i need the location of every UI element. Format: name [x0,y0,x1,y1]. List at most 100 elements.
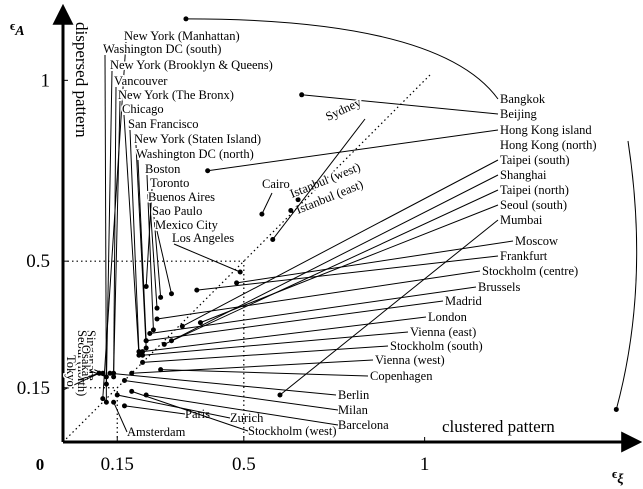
point-label: New York (Brooklyn & Queens) [110,58,273,72]
y-annotation: dispersed pattern [72,22,91,138]
point [158,294,164,300]
point-label: Shanghai [500,168,547,182]
leader-line [104,54,107,403]
point [103,381,109,387]
leader-line [272,118,366,240]
leader-line [137,159,147,341]
point [143,345,149,351]
point [140,359,146,365]
point [140,349,146,355]
leader-line [113,100,121,374]
point [197,320,203,326]
point [111,399,117,405]
point-label: Bangkok [500,92,546,106]
point-label: Singapore [84,330,98,381]
leader-line [156,270,481,320]
point [158,367,164,373]
leader-line [160,369,369,377]
point [295,197,301,203]
y-tick-label: 0.15 [17,378,50,399]
point [136,352,142,358]
point-label: Stockholm (west) [248,424,337,438]
x-axis-label: ϵξ [612,467,624,487]
leader-line [173,243,241,273]
leader-line [109,372,337,396]
point [237,269,243,275]
point-label: Brussels [478,280,521,294]
leader-line [117,394,231,419]
leader-line [171,174,499,342]
point [107,370,113,376]
point-label: Milan [338,403,369,417]
point-label: Washington DC (north) [136,147,254,161]
point-label: Sao Paulo [152,204,202,218]
point [205,168,211,174]
point [150,327,156,333]
point-label: New York (The Bronx) [118,88,234,102]
point [288,208,294,214]
leader-line [146,174,154,330]
point [270,236,276,242]
point [121,378,127,384]
point-label: New York (Staten Island) [134,132,261,146]
y-tick-label: 0.5 [26,251,50,272]
leader-line [145,188,153,287]
point-label: Boston [145,162,181,176]
point-label: London [428,310,468,324]
point [154,305,160,311]
point [194,287,200,293]
x-tick-label: 0.5 [232,454,256,475]
point-label: Madrid [445,294,483,308]
point-label: Osaka [79,345,93,377]
point-label: Seoul (south) [500,198,567,212]
point [143,283,149,289]
point-label: Mumbai [500,213,543,227]
point-label: Amsterdam [127,425,186,439]
point [143,338,149,344]
leader-line [182,159,499,327]
point-label: Cairo [262,177,290,191]
point [114,392,120,398]
point [299,92,305,98]
point [168,291,174,297]
leader-line [164,189,499,345]
point-label: San Francisco [128,117,198,131]
point [121,403,127,409]
point [154,316,160,322]
point-label: Los Angeles [172,231,234,245]
leader-line [615,140,638,410]
point [100,370,106,376]
point-label: Mexico City [155,218,219,232]
point-label: Washington DC (south) [103,42,221,56]
leader-line [113,402,128,433]
point-label: Zurich [230,411,264,425]
point-label: Taipei (north) [500,183,569,197]
point [277,392,283,398]
point [161,341,167,347]
leader-line [62,372,100,391]
point-label: Buenos Aires [148,190,215,204]
leader-line [142,331,409,356]
leader-line [146,300,444,342]
leader-line [236,240,514,284]
point-label: Tokyo [64,355,78,387]
leader-line [149,286,477,334]
point-label: Moscow [515,234,558,248]
leader-line [142,345,389,363]
point [100,396,106,402]
point-label: Hong Kong (north) [500,138,597,152]
x-tick-label: 0.15 [101,454,134,475]
point [147,331,153,336]
leader-line [105,70,113,385]
y-axis-label: ϵA [10,19,25,39]
point [259,211,265,217]
point [179,323,185,329]
point [96,370,102,376]
point [129,388,135,394]
point-label: Hong Kong island [500,123,592,137]
point [129,370,135,376]
leader-line [131,359,374,374]
point [234,280,240,286]
leader-line [200,204,499,324]
